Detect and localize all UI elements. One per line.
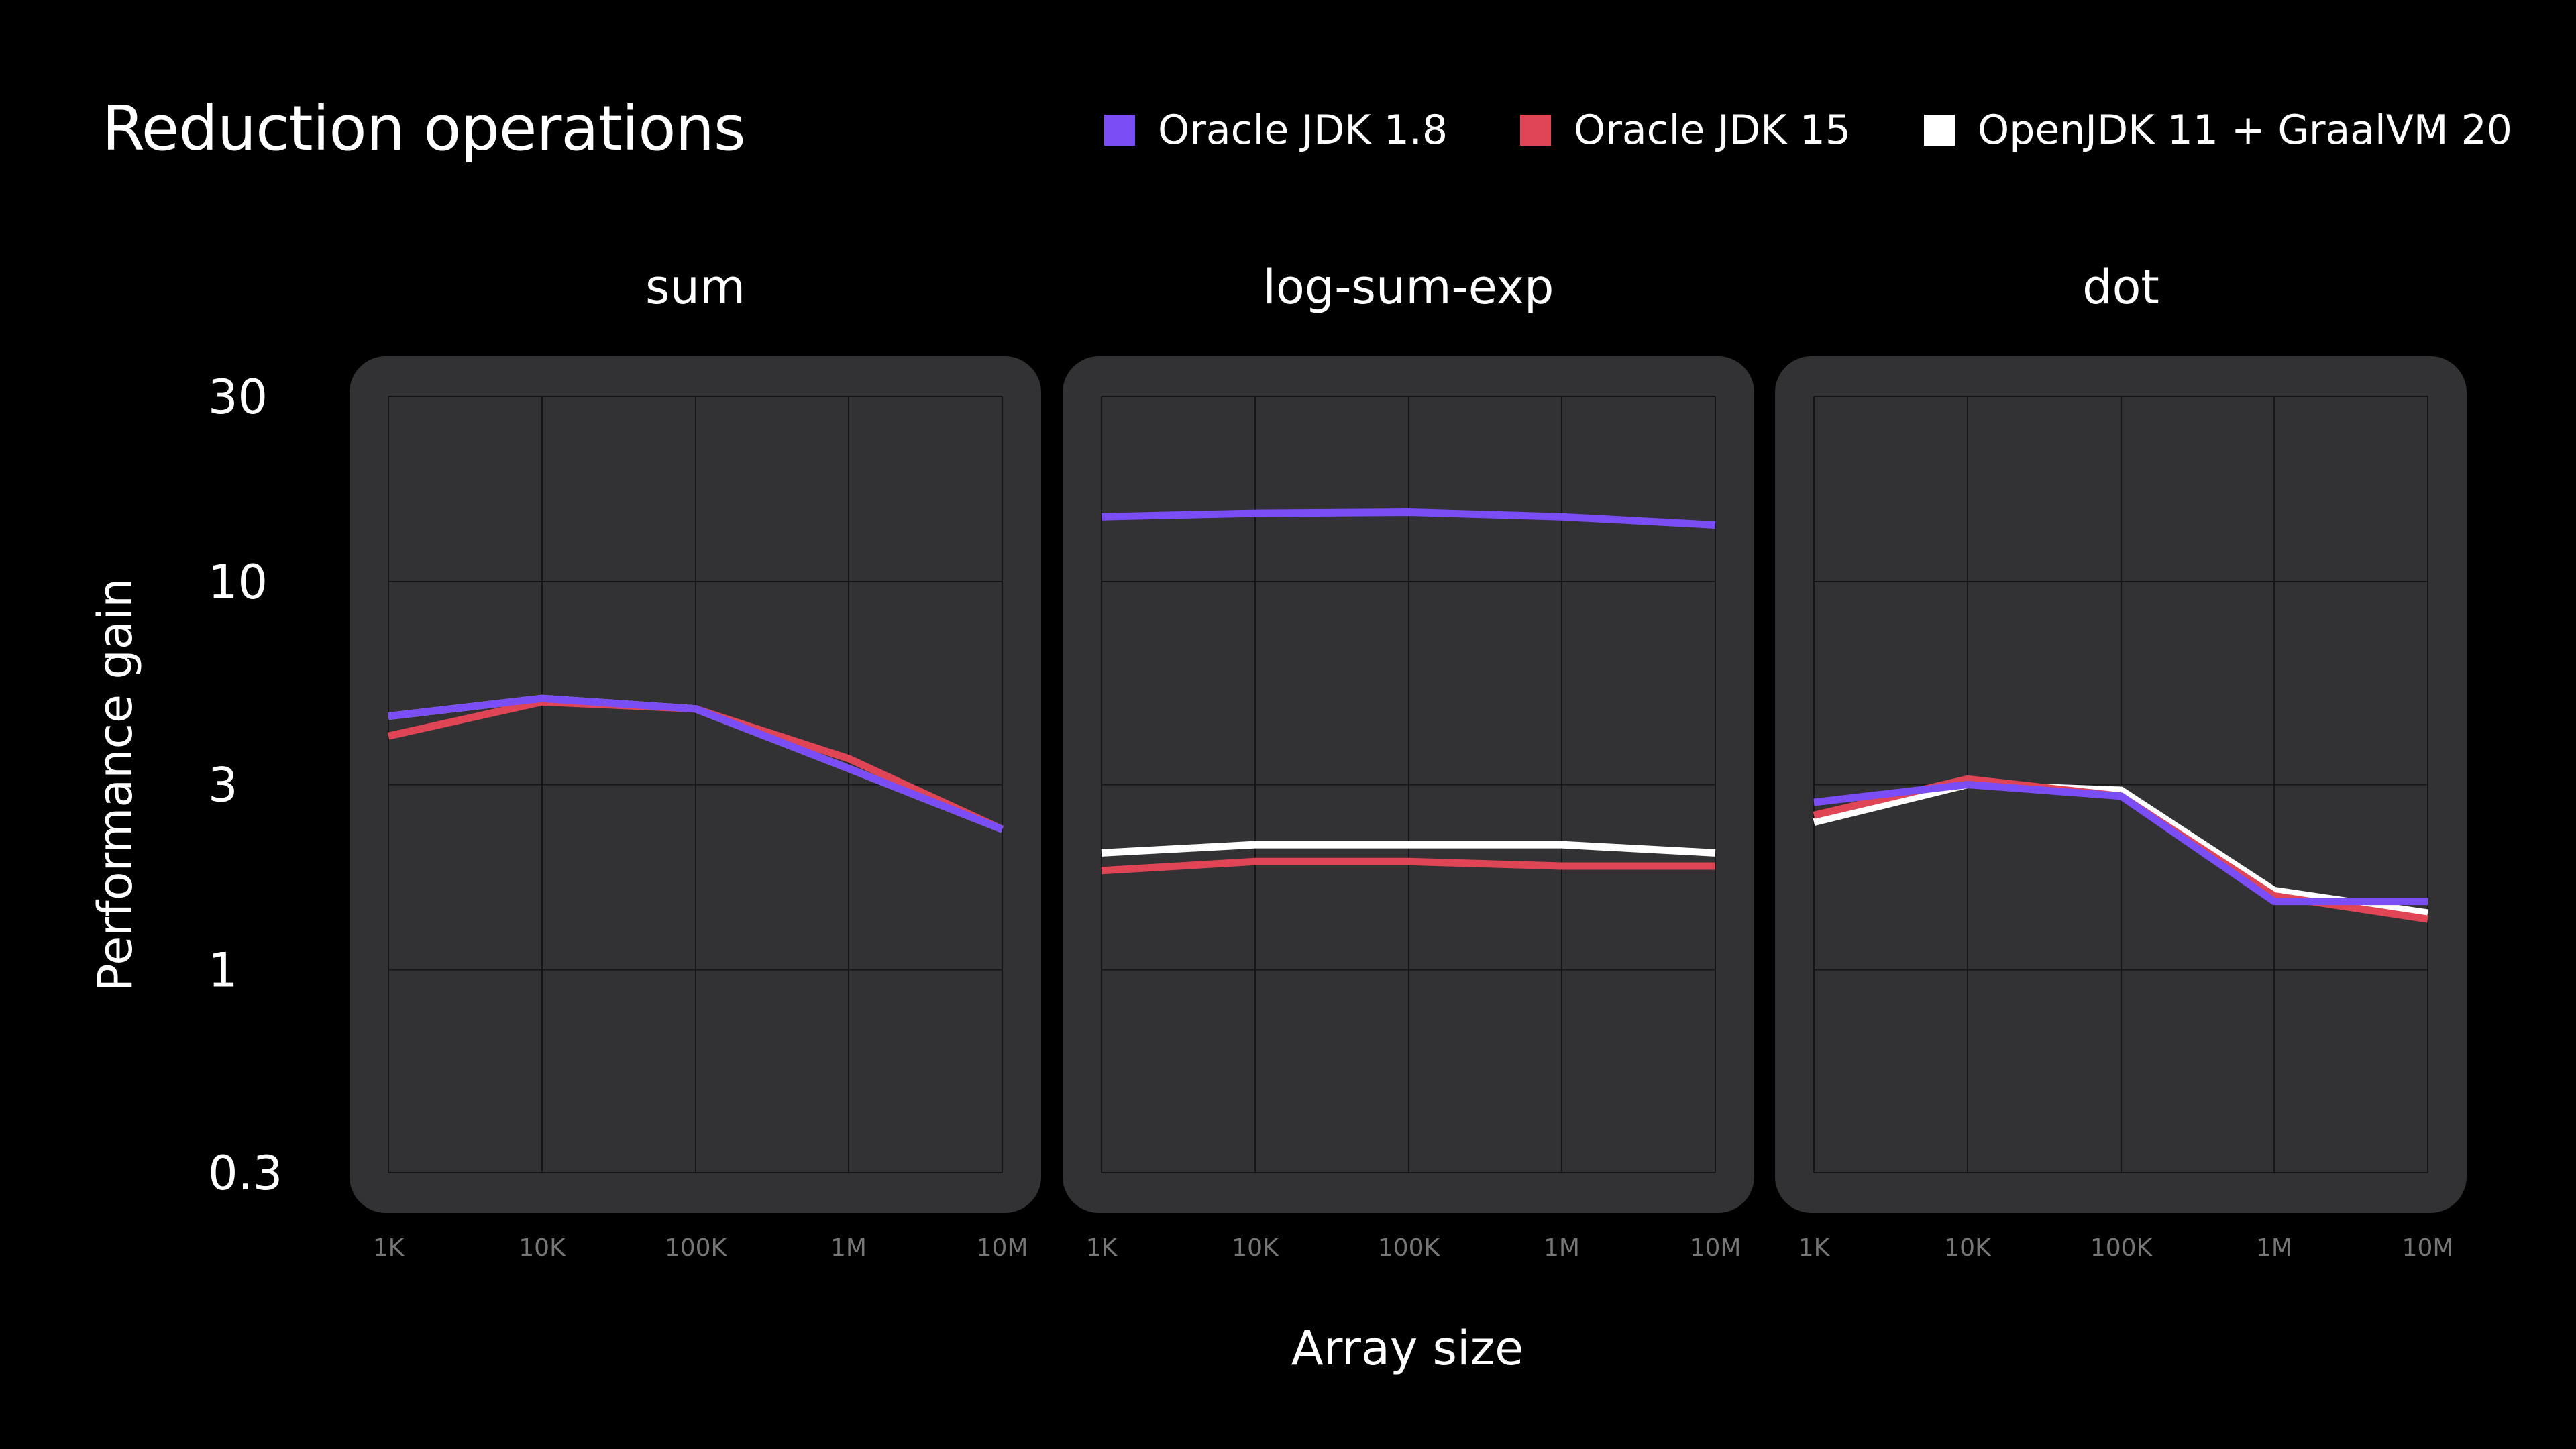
y-tick-label: 10 (208, 555, 268, 610)
y-tick-label: 1 (208, 943, 238, 998)
series-line-openjdk-11-graalvm-20: OpenJDK 11 + GraalVM 20 (1101, 841, 1716, 857)
legend-swatch (1520, 115, 1551, 146)
panel-log-sum-exp: log-sum-exp 1K 10K 100K 1M 10M OpenJDK 11 + Gr… (1063, 260, 1754, 1262)
legend-swatch (1104, 115, 1135, 146)
x-tick-label: 1M (830, 1234, 867, 1262)
legend-label: Oracle JDK 1.8 (1158, 107, 1448, 154)
series-line-oracle-jdk-1-8: Oracle JDK 1.8 (1813, 781, 2428, 906)
x-tick-label: 1K (373, 1234, 405, 1262)
x-tick-label: 1K (1086, 1234, 1118, 1262)
x-tick-label: 100K (1378, 1234, 1441, 1262)
series-line-oracle-jdk-15: Oracle JDK 15 (1101, 857, 1715, 875)
legend-item: Oracle JDK 1.8 (1104, 106, 1448, 154)
x-tick-label: 10M (1690, 1234, 1741, 1262)
x-tick-label: 10M (977, 1234, 1028, 1262)
x-tick-label: 10M (2402, 1234, 2454, 1262)
y-tick-label: 0.3 (208, 1146, 282, 1201)
legend-label: OpenJDK 11 + GraalVM 20 (1978, 107, 2512, 154)
x-tick-label: 10K (519, 1234, 566, 1262)
panel-title: dot (2082, 260, 2159, 315)
x-tick-label: 10K (1232, 1234, 1279, 1262)
x-tick-label: 100K (2090, 1234, 2153, 1262)
legend-swatch (1924, 115, 1955, 146)
series-line-oracle-jdk-1-8: Oracle JDK 1.8 (388, 694, 1004, 833)
panel-title: log-sum-exp (1263, 260, 1554, 315)
y-tick-label: 3 (208, 758, 238, 813)
chart-title: Reduction operations (102, 93, 746, 164)
series-line-oracle-jdk-1-8: Oracle JDK 1.8 (1101, 508, 1716, 529)
legend-label: Oracle JDK 15 (1574, 107, 1851, 154)
x-tick-label: 1M (2256, 1234, 2292, 1262)
x-tick-label: 1K (1799, 1234, 1831, 1262)
legend-item: OpenJDK 11 + GraalVM 20 (1924, 106, 2512, 154)
x-axis-label: Array size (1291, 1321, 1524, 1376)
y-axis-label: Performance gain (88, 578, 143, 992)
x-tick-label: 1M (1544, 1234, 1580, 1262)
y-tick-label: 30 (208, 370, 268, 425)
panel-title: sum (645, 260, 745, 315)
x-tick-label: 10K (1944, 1234, 1992, 1262)
x-tick-label: 100K (665, 1234, 728, 1262)
legend-item: Oracle JDK 15 (1520, 106, 1851, 154)
